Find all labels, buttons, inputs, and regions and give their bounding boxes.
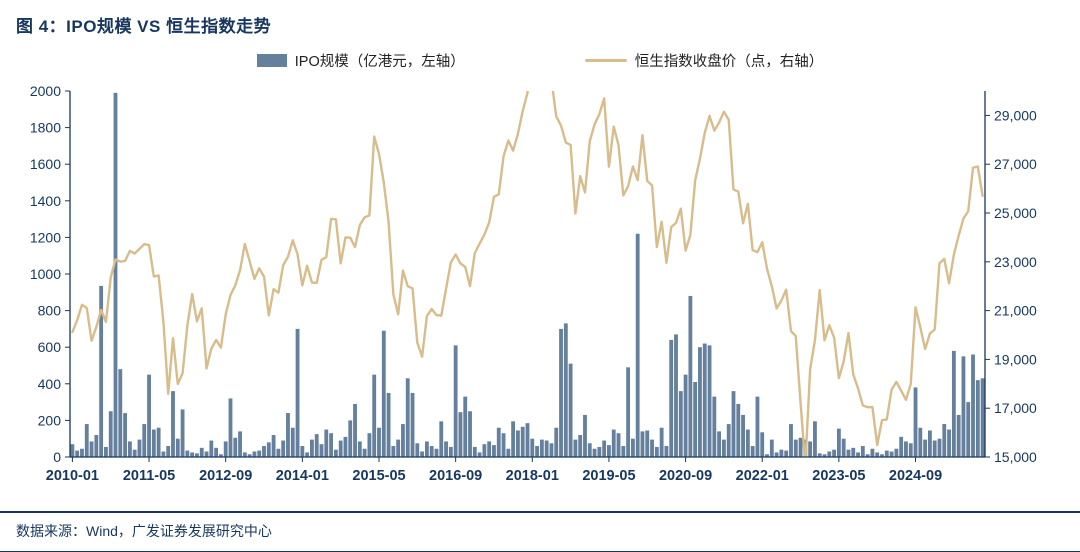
legend-label-hsi: 恒生指数收盘价（点，右轴） [634,53,824,70]
figure-title: 图 4：IPO规模 VS 恒生指数走势 [16,17,272,36]
svg-text:1000: 1000 [30,266,61,282]
svg-text:2019-05: 2019-05 [582,468,635,484]
legend-label-ipo: IPO规模（亿港元，左轴） [294,53,465,70]
data-source-text: 数据来源：Wind，广发证券发展研究中心 [16,523,272,539]
chart-area: 0 200 400 600 800 1000 1200 1400 1600 1800 2000 15,… [0,75,1080,492]
bar-series-swatch-icon [256,53,287,67]
svg-text:2014-01: 2014-01 [276,468,329,484]
svg-text:800: 800 [38,303,62,319]
legend-item-ipo: IPO规模（亿港元，左轴） [256,50,465,71]
svg-text:400: 400 [38,376,62,392]
svg-text:27,000: 27,000 [994,156,1037,172]
svg-text:2010-01: 2010-01 [46,468,99,484]
svg-text:29,000: 29,000 [994,107,1037,123]
svg-text:15,000: 15,000 [994,449,1037,465]
svg-text:2016-09: 2016-09 [429,468,482,484]
svg-text:1800: 1800 [30,120,61,136]
legend-item-hsi: 恒生指数收盘价（点，右轴） [584,50,824,71]
svg-text:21,000: 21,000 [994,303,1037,319]
svg-text:2000: 2000 [30,83,61,99]
svg-text:2011-05: 2011-05 [123,468,175,484]
svg-text:200: 200 [38,412,62,428]
svg-text:1600: 1600 [30,156,61,172]
svg-text:2018-01: 2018-01 [506,468,559,484]
svg-text:25,000: 25,000 [994,205,1037,221]
svg-text:600: 600 [38,339,62,355]
svg-text:2020-09: 2020-09 [659,468,712,484]
svg-text:19,000: 19,000 [994,351,1037,367]
chart-legend: IPO规模（亿港元，左轴） 恒生指数收盘价（点，右轴） [0,49,1080,71]
svg-text:23,000: 23,000 [994,254,1037,270]
svg-text:2022-01: 2022-01 [736,468,789,484]
svg-text:2023-05: 2023-05 [812,468,865,484]
svg-text:2024-09: 2024-09 [889,468,942,484]
svg-text:2012-09: 2012-09 [199,468,252,484]
ipo-vs-hsi-chart: 0 200 400 600 800 1000 1200 1400 1600 1800 2000 15,… [30,83,1037,484]
svg-text:0: 0 [53,449,61,465]
svg-text:17,000: 17,000 [994,400,1037,416]
figure-footer: 数据来源：Wind，广发证券发展研究中心 [0,511,1080,551]
svg-text:1200: 1200 [30,229,61,245]
line-series-swatch-icon [584,58,627,62]
svg-text:2015-05: 2015-05 [352,468,405,484]
svg-text:1400: 1400 [30,193,61,209]
